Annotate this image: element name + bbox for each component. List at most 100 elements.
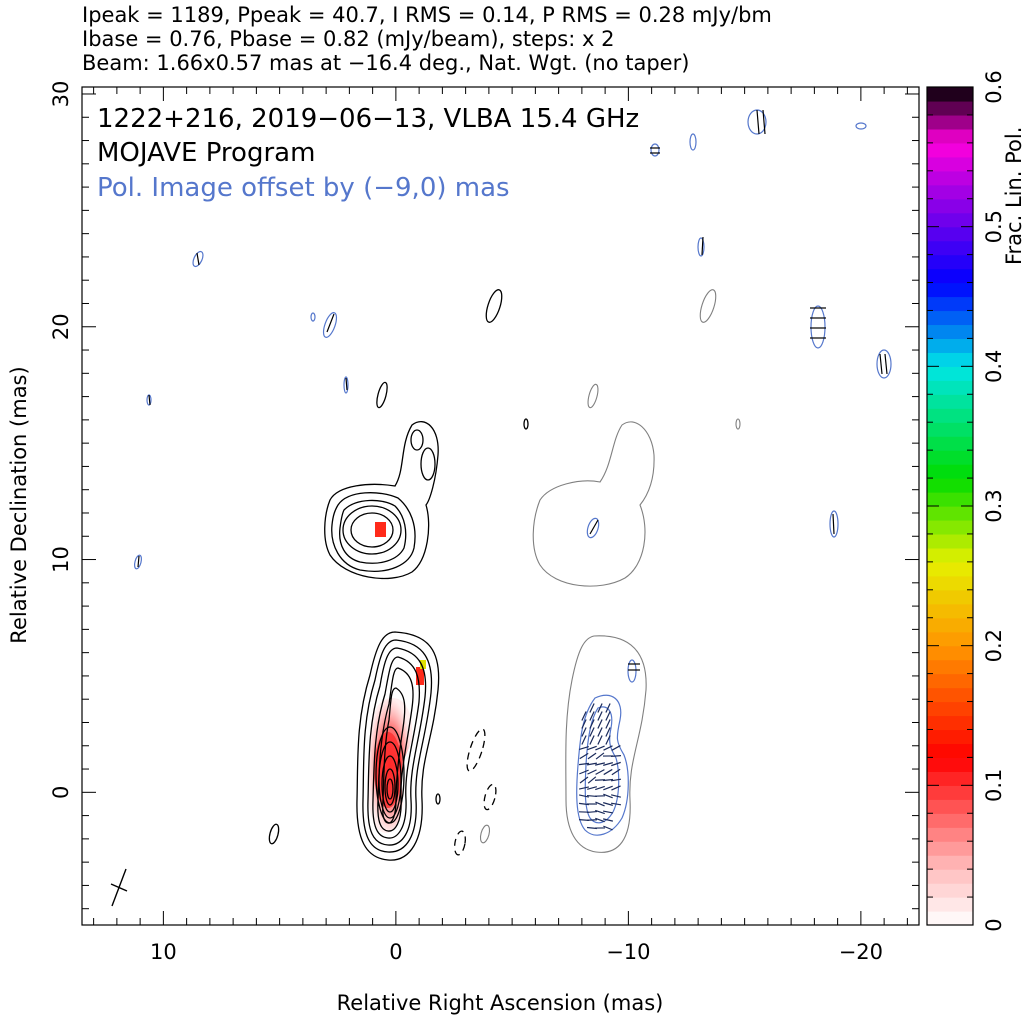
evpa-stick — [603, 802, 613, 806]
colorbar-tick-label: 0.3 — [982, 489, 1006, 522]
core-contour-4 — [372, 656, 421, 839]
core-contour-8 — [378, 741, 402, 819]
colorbar-step — [927, 422, 973, 437]
colorbar-step — [927, 87, 973, 102]
evpa-stick — [587, 752, 597, 760]
colorbar-step — [927, 506, 973, 521]
stick-14 — [196, 252, 200, 266]
evpa-stick — [595, 785, 605, 791]
pol-noise-7 — [876, 349, 892, 379]
evpa-stick — [603, 762, 613, 766]
evpa-stick — [611, 768, 621, 776]
noise-contour-c — [268, 823, 280, 845]
evpa-stick — [597, 727, 603, 737]
colorbar-step — [927, 380, 973, 395]
stick-15 — [326, 313, 335, 333]
colorbar-step — [927, 198, 973, 214]
pol-noise-5 — [697, 237, 705, 257]
header-line-1: Ipeak = 1189, Ppeak = 40.7, I RMS = 0.14… — [82, 3, 772, 27]
negative-contour-b — [483, 783, 497, 811]
evpa-stick — [603, 793, 613, 799]
colorbar-tick-label: 0 — [982, 918, 1006, 931]
stick-2 — [762, 109, 766, 135]
evpa-stick — [587, 786, 597, 790]
y-axis-ticks — [82, 93, 919, 910]
jet-edge-frac-pol-yellow — [420, 660, 426, 669]
colorbar-tick-label: 0.2 — [982, 629, 1006, 662]
beam-glyph — [110, 868, 128, 907]
header-line-2: Ibase = 0.76, Pbase = 0.82 (mJy/beam), s… — [82, 27, 615, 51]
core-contour-5 — [377, 667, 414, 832]
beam-minor-axis — [110, 883, 128, 892]
evpa-stick — [610, 778, 622, 782]
core-contour-outer — [356, 631, 440, 861]
evpa-stick — [579, 752, 589, 760]
pol-noise-12 — [343, 376, 349, 394]
colorbar-step — [927, 240, 973, 256]
evpa-stick — [578, 762, 590, 766]
colorbar-step — [927, 114, 973, 130]
evpa-stick — [586, 810, 598, 814]
x-axis-ticks — [93, 87, 908, 925]
pol-noise-9 — [192, 250, 204, 268]
colorbar-tick-label: 0.6 — [982, 70, 1006, 103]
offset-core-contour — [565, 635, 647, 853]
pol-noise-10 — [310, 312, 316, 322]
y-tick-label: 20 — [49, 313, 73, 340]
evpa-stick — [587, 745, 597, 751]
stick-18 — [137, 555, 140, 568]
source-annotation: 1222+216, 2019−06−13, VLBA 15.4 GHz — [97, 104, 639, 134]
stick-9 — [879, 353, 883, 375]
evpa-stick — [611, 745, 621, 751]
y-axis-label: Relative Declination (mas) — [7, 366, 31, 643]
evpa-stick — [603, 785, 613, 791]
evpa-stick — [610, 755, 622, 757]
colorbar-step — [927, 673, 973, 689]
evpa-stick — [605, 711, 611, 721]
colorbar-step — [927, 589, 973, 605]
colorbar-step — [927, 394, 973, 409]
evpa-stick — [611, 785, 621, 791]
pol-noise-6 — [810, 305, 826, 349]
noise-contour-e — [435, 793, 441, 805]
x-tick-label: −10 — [606, 940, 650, 964]
colorbar-step — [927, 478, 973, 493]
colorbar-step — [927, 617, 973, 633]
colorbar-step — [927, 212, 973, 228]
evpa-stick — [603, 745, 613, 751]
negative-contour-a — [466, 728, 486, 772]
evpa-stick — [594, 762, 606, 766]
colorbar-step — [927, 827, 973, 842]
negative-contour-c — [454, 830, 466, 856]
offset-annotation: Pol. Image offset by (−9,0) mas — [97, 173, 510, 203]
evpa-stick — [597, 719, 603, 729]
intensity-contours — [268, 289, 529, 861]
evpa-stick — [602, 818, 614, 822]
knot-contour-3 — [339, 499, 407, 564]
stick-16 — [345, 377, 348, 391]
plot-frame — [81, 86, 920, 926]
colorbar-step — [927, 436, 973, 451]
x-tick-label: 10 — [150, 940, 177, 964]
x-tick-labels: 10 0 −10 −20 — [150, 940, 883, 964]
colorbar-step — [927, 603, 973, 619]
colorbar-step — [927, 450, 973, 465]
colorbar-step — [927, 296, 973, 312]
evpa-stick — [578, 794, 590, 798]
colorbar-step — [927, 911, 973, 926]
evpa-stick — [586, 762, 598, 766]
colorbar-step — [927, 883, 973, 898]
evpa-stick — [603, 825, 613, 831]
colorbar-step — [927, 366, 973, 381]
evpa-stick — [610, 802, 622, 806]
y-tick-label: 30 — [49, 81, 73, 108]
knot-contour-outer — [324, 421, 439, 580]
evpa-stick — [586, 819, 598, 821]
x-tick-label: −20 — [839, 940, 883, 964]
knot-frac-pol-pixel — [375, 522, 386, 537]
colorbar-ticks — [927, 86, 973, 926]
evpa-stick — [579, 745, 589, 751]
y-tick-labels: 0 10 20 30 — [49, 81, 73, 799]
colorbar-step — [927, 561, 973, 577]
